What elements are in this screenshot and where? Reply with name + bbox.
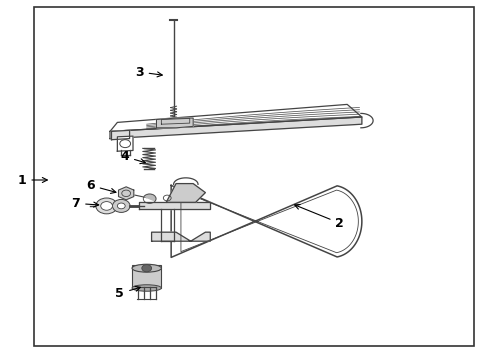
Text: 4: 4	[120, 150, 145, 164]
Text: 2: 2	[294, 204, 344, 230]
Polygon shape	[110, 117, 361, 139]
Wedge shape	[144, 194, 156, 201]
Circle shape	[96, 198, 117, 214]
Circle shape	[117, 203, 125, 209]
Text: 6: 6	[86, 179, 116, 193]
Polygon shape	[117, 136, 133, 151]
Circle shape	[101, 202, 112, 210]
Polygon shape	[156, 118, 193, 128]
Polygon shape	[151, 232, 210, 241]
Text: 3: 3	[135, 66, 162, 78]
Circle shape	[142, 265, 151, 272]
Circle shape	[112, 199, 130, 212]
Text: 7: 7	[71, 197, 99, 210]
Ellipse shape	[132, 285, 161, 291]
Polygon shape	[139, 202, 210, 209]
Text: 5: 5	[115, 286, 140, 300]
Polygon shape	[171, 185, 361, 257]
Polygon shape	[111, 130, 129, 140]
Polygon shape	[118, 187, 134, 200]
Polygon shape	[110, 104, 361, 131]
Text: 1: 1	[18, 174, 47, 186]
Polygon shape	[166, 184, 205, 202]
Ellipse shape	[132, 264, 161, 272]
Bar	[132, 265, 161, 288]
